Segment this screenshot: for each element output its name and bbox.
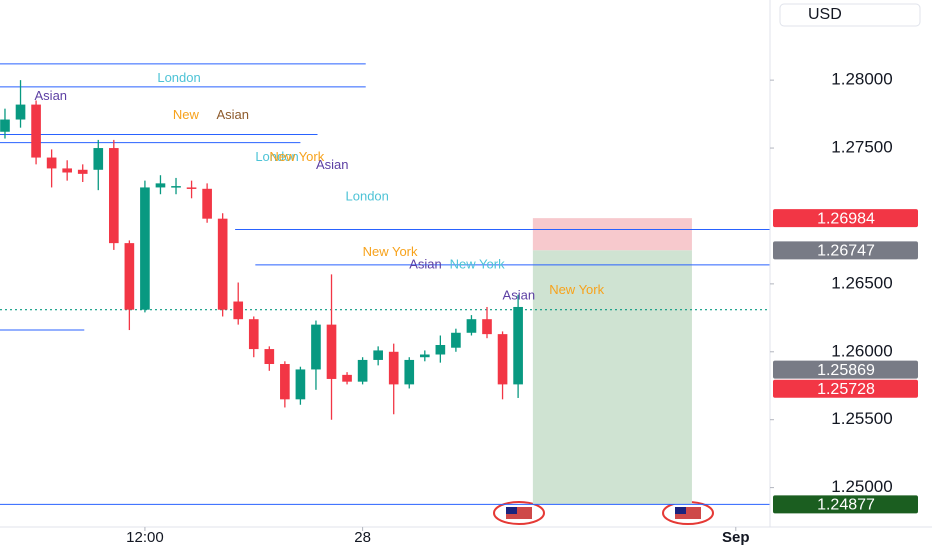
target-zone <box>532 250 692 505</box>
price-label-box <box>773 209 918 228</box>
x-tick-label: 12:00 <box>126 529 164 546</box>
candle-body <box>202 188 212 219</box>
session-label: London <box>157 70 200 85</box>
session-label: Asian <box>35 88 68 103</box>
price-label-box <box>773 495 918 514</box>
candle-body <box>248 319 259 350</box>
candle-body <box>280 364 290 400</box>
session-label: London <box>346 188 389 203</box>
currency-button[interactable] <box>779 3 921 27</box>
y-tick-label: 1.27500 <box>831 138 892 157</box>
price-label: 1.26984 <box>817 210 875 227</box>
candle-body <box>357 359 368 382</box>
event-flag[interactable] <box>493 501 545 525</box>
candle-body <box>77 169 88 174</box>
candle-body <box>342 374 352 382</box>
y-tick-label: 1.25000 <box>831 477 892 496</box>
candle-body <box>388 351 399 385</box>
candle-body <box>466 319 477 333</box>
session-label: Asian <box>316 157 349 172</box>
session-label: New York <box>269 149 324 164</box>
x-tick-label: Sep <box>722 529 750 546</box>
candle-body <box>31 104 41 158</box>
currency[interactable]: USD <box>808 6 842 23</box>
candle-body <box>62 168 72 173</box>
session-label: New <box>173 107 200 122</box>
session-label: Asian <box>216 107 249 122</box>
y-tick-label: 1.25500 <box>831 409 892 428</box>
price-label: 1.25869 <box>817 362 875 379</box>
session-label: Asian <box>409 256 442 271</box>
session-label: New York <box>363 244 418 259</box>
price-label-box <box>773 241 918 260</box>
candle-body <box>264 349 275 365</box>
price-label: 1.24877 <box>817 497 875 514</box>
y-tick-label: 1.26500 <box>831 273 892 292</box>
session-label: London <box>255 149 298 164</box>
candle-body <box>482 319 492 335</box>
candle-body <box>295 369 306 400</box>
candle-body <box>171 186 181 188</box>
candle-body <box>513 306 523 385</box>
price-label-box <box>773 360 918 379</box>
candle-body <box>140 187 150 310</box>
candle-body <box>404 359 415 385</box>
price-label: 1.25728 <box>817 381 875 398</box>
session-label: Asian <box>503 288 536 303</box>
candle-body <box>186 187 197 189</box>
candle-body <box>46 157 57 169</box>
y-tick-label: 1.26000 <box>831 341 892 360</box>
candle-body <box>326 324 337 379</box>
session-label: New York <box>549 282 604 297</box>
candle-body <box>93 148 104 170</box>
candle-body <box>311 324 321 370</box>
x-tick-label: 28 <box>354 529 371 546</box>
candle-body <box>451 332 461 348</box>
price-label-box <box>773 379 918 398</box>
price-label: 1.26747 <box>817 243 875 260</box>
candle-body <box>497 334 508 385</box>
candle-body <box>233 301 244 320</box>
candle-body <box>155 183 166 188</box>
candle-body <box>217 218 228 310</box>
candle-body <box>109 148 119 244</box>
candle-body <box>373 350 383 360</box>
y-tick-label: 1.28000 <box>831 70 892 89</box>
candle-body <box>15 104 26 120</box>
candle-body <box>0 119 10 132</box>
session-label: New York <box>450 256 505 271</box>
stop-zone <box>532 218 692 251</box>
candle-body <box>435 344 446 355</box>
candle-body <box>124 243 135 310</box>
candle-body <box>419 354 430 358</box>
event-flag[interactable] <box>662 501 714 525</box>
